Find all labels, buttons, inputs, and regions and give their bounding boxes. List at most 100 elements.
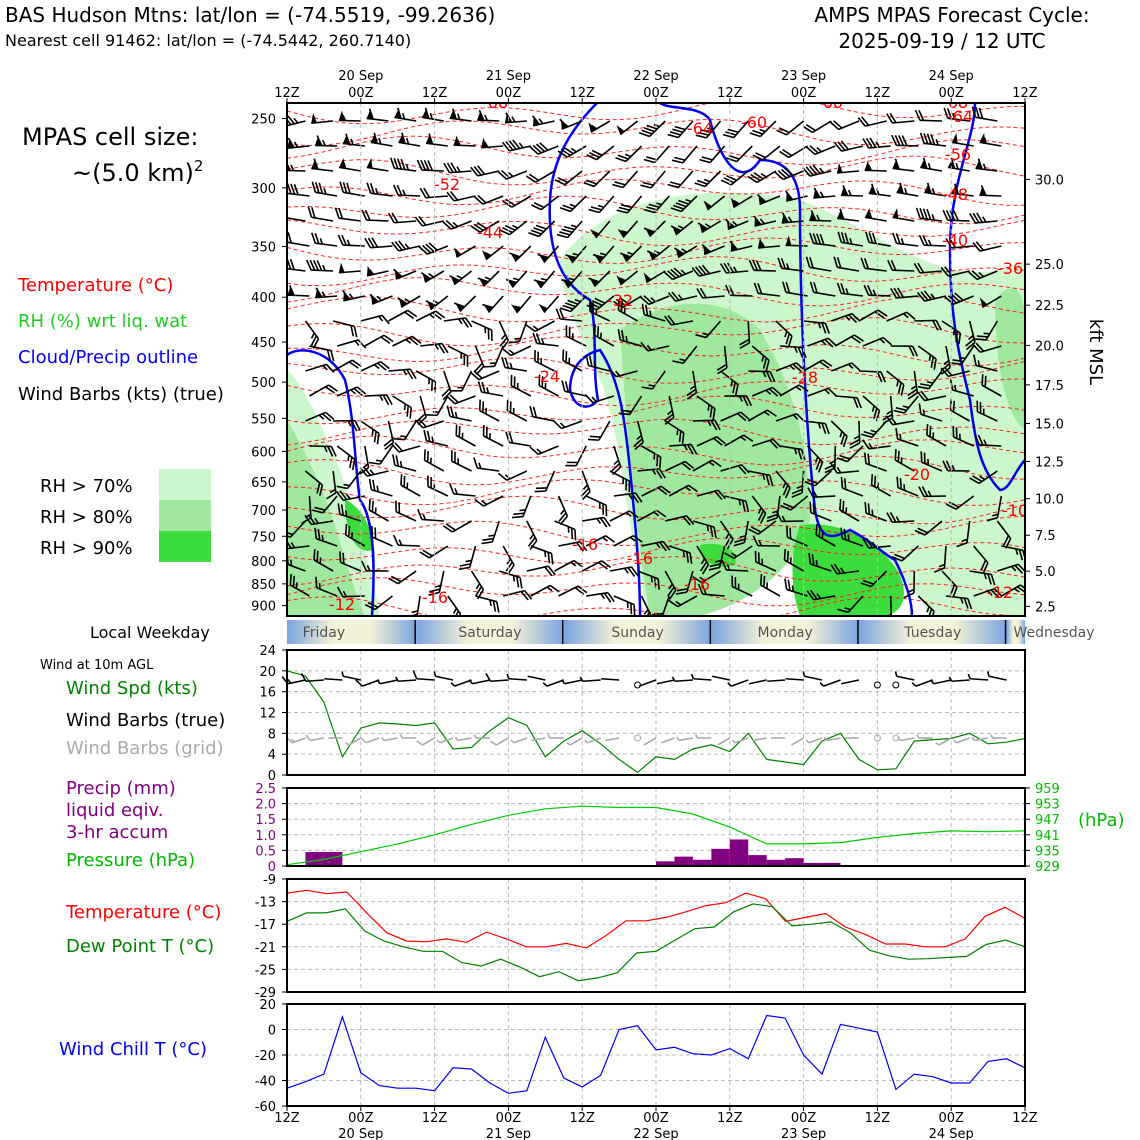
barb-full xyxy=(930,133,936,145)
barb-half xyxy=(805,739,810,744)
wind-barb xyxy=(726,145,753,163)
barb-full xyxy=(827,387,837,397)
barb-staff xyxy=(775,362,797,372)
barb-half xyxy=(354,340,360,346)
barb-full xyxy=(409,368,417,380)
barb-half xyxy=(821,532,824,539)
wind-barb xyxy=(803,420,830,435)
barb-full xyxy=(350,420,358,431)
wind-barb xyxy=(315,287,338,299)
barb-full xyxy=(885,113,894,124)
barb-half xyxy=(400,435,407,438)
barb-half xyxy=(816,214,821,221)
barb-full xyxy=(519,577,523,589)
barb-staff xyxy=(701,220,721,234)
barb-full xyxy=(944,266,953,276)
temperature-line xyxy=(286,889,1026,949)
wind-barb xyxy=(806,145,836,156)
barb-full xyxy=(685,515,695,525)
precip-bar xyxy=(785,858,804,866)
wind-barb xyxy=(420,342,449,354)
barb-full xyxy=(559,307,571,313)
barb-full xyxy=(676,587,688,592)
xs-left-tick-label: 500 xyxy=(251,376,276,391)
wind-barb xyxy=(956,520,971,548)
barb-half xyxy=(431,436,435,443)
wind-barb xyxy=(580,470,591,501)
barb-staff xyxy=(364,394,387,397)
barb-full xyxy=(565,464,577,467)
barb-staff xyxy=(889,595,893,616)
barb-staff xyxy=(510,385,532,397)
barb-staff xyxy=(956,737,970,744)
barb-full xyxy=(660,485,671,494)
barb-staff xyxy=(371,488,393,497)
barb-full xyxy=(392,534,399,546)
wind-barb xyxy=(311,113,334,124)
barb-full xyxy=(513,376,516,388)
barb-full xyxy=(692,575,703,584)
barb-staff xyxy=(970,677,989,681)
barb-full xyxy=(732,382,736,394)
barb-staff xyxy=(626,195,643,214)
wind-barb xyxy=(419,187,448,199)
barb-half xyxy=(500,334,507,340)
wind-barb xyxy=(671,145,698,164)
barb-full xyxy=(806,590,815,601)
wind-barb xyxy=(806,589,836,601)
barb-staff xyxy=(785,120,805,136)
barb-full xyxy=(980,559,987,571)
barb-half xyxy=(461,432,464,439)
barb-half xyxy=(935,742,940,746)
barb-staff xyxy=(398,679,417,683)
barb-full xyxy=(759,513,767,524)
barb-full xyxy=(463,354,466,366)
barb-full xyxy=(907,392,918,400)
xs-top-date-label: 21 Sep xyxy=(486,69,531,84)
barb-full xyxy=(416,508,423,520)
barb-full xyxy=(586,179,597,185)
wind-barb xyxy=(918,234,947,247)
barb-half xyxy=(871,509,874,516)
barb-full xyxy=(628,510,639,519)
wind-barb xyxy=(501,139,532,152)
barb-staff xyxy=(469,545,477,568)
barb-full xyxy=(596,325,600,338)
barb-staff xyxy=(919,119,943,122)
barb-staff xyxy=(808,737,823,744)
barb-half xyxy=(977,360,981,367)
wind-barb xyxy=(720,370,739,396)
barb-staff xyxy=(928,370,943,390)
wind-barb xyxy=(506,399,528,422)
barb-half xyxy=(507,171,514,178)
barb-half xyxy=(375,459,383,463)
barb-half xyxy=(591,124,598,130)
barb-half xyxy=(844,607,851,611)
wind-barb-true xyxy=(433,671,454,681)
barb-staff xyxy=(974,737,989,742)
barb-full xyxy=(809,232,815,244)
barb-full xyxy=(477,194,487,204)
barb-staff xyxy=(665,515,687,522)
barb-full xyxy=(589,300,591,312)
barb-full xyxy=(528,232,540,238)
barb-flag xyxy=(616,275,625,285)
barb-full xyxy=(752,535,759,547)
barb-full xyxy=(429,588,441,593)
wind-barb xyxy=(703,195,726,211)
barb-full xyxy=(973,354,977,366)
wind-barb xyxy=(831,312,861,324)
wind-barb xyxy=(366,158,389,172)
wind-barb xyxy=(975,158,998,172)
barb-staff xyxy=(453,492,476,497)
barb-staff xyxy=(919,270,943,274)
barb-half xyxy=(853,435,860,440)
barb-half xyxy=(951,464,956,472)
wind-barb-grid xyxy=(676,736,694,742)
wind-barb xyxy=(369,293,393,305)
barb-full xyxy=(671,159,683,164)
barb-full xyxy=(377,362,387,371)
bottom-date-label: 20 Sep xyxy=(338,1127,383,1140)
barb-full xyxy=(339,551,342,563)
wind-barb xyxy=(973,545,989,574)
